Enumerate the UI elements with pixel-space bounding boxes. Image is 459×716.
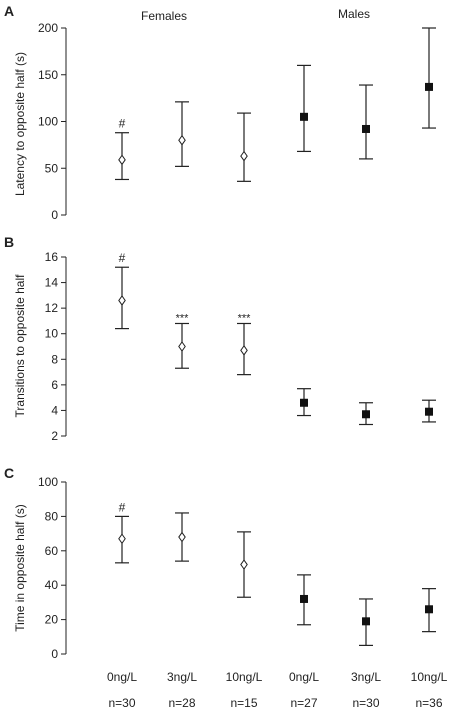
x-n-label: n=30 [108,696,135,710]
y-tick-label: 80 [45,509,59,523]
y-axis: Transitions to opposite half 2 4 6 8 10 12 14 1… [13,250,67,443]
x-axis-labels: 0ng/L n=30 3ng/L n=28 10ng/L n=15 0ng/L … [107,670,448,710]
data-point-female [178,341,186,352]
y-axis-label: Latency to opposite half (s) [13,52,27,196]
data-point-male [362,410,370,419]
data-point-male [362,124,370,133]
data-point-male [300,398,308,407]
y-tick-label: 14 [45,276,59,290]
data-point-female [240,559,248,570]
y-tick-label: 8 [51,352,58,366]
y-tick-label: 60 [45,544,59,558]
data-point-female [240,150,248,162]
y-tick-label: 0 [51,208,58,222]
significance-annotation: *** [238,312,252,324]
y-tick-label: 40 [45,578,59,592]
chart-panel-b: B Transitions to opposite half 2 4 6 8 10 12 1… [4,234,436,443]
x-n-label: n=30 [352,696,379,710]
y-tick-label: 6 [51,378,58,392]
panel-letter: A [4,3,14,19]
y-tick-label: 200 [38,21,58,35]
data-point-female [118,533,126,545]
y-tick-label: 20 [45,613,59,627]
y-tick-label: 100 [38,475,58,489]
data-point-female [178,531,186,543]
chart-panel-c: C Time in opposite half (s) 0 20 40 60 80 100… [4,465,436,661]
group-label-females: Females [141,9,187,23]
y-tick-label: 100 [38,115,58,129]
panel-letter: B [4,234,14,250]
data-point-female [178,134,186,146]
x-dose-label: 3ng/L [167,670,197,684]
x-dose-label: 10ng/L [411,670,448,684]
x-dose-label: 0ng/L [107,670,137,684]
chart-panel-a: A Latency to opposite half (s) 0 50 100 150… [4,3,436,222]
group-label-males: Males [338,7,370,21]
data-point-male [300,112,308,121]
data-point-male [300,594,308,603]
y-axis-label: Time in opposite half (s) [13,504,27,632]
significance-annotation: # [119,117,126,131]
y-tick-label: 150 [38,68,58,82]
y-tick-label: 2 [51,429,58,443]
data-point-male [362,617,370,626]
plot-area: # [115,500,436,647]
y-tick-label: 12 [45,301,59,315]
x-dose-label: 3ng/L [351,670,381,684]
y-tick-label: 0 [51,647,58,661]
x-n-label: n=36 [415,696,442,710]
data-point-male [425,82,433,91]
x-n-label: n=27 [290,696,317,710]
x-n-label: n=15 [230,696,257,710]
significance-annotation: # [119,500,126,514]
plot-area: # *** *** [115,251,436,426]
y-axis: Latency to opposite half (s) 0 50 100 150 20… [13,21,67,222]
significance-annotation: *** [176,312,190,324]
plot-area: # [115,27,436,182]
significance-annotation: # [119,251,126,265]
x-dose-label: 0ng/L [289,670,319,684]
y-tick-label: 50 [45,161,59,175]
data-point-female [118,154,126,166]
y-tick-label: 4 [51,403,58,417]
x-dose-label: 10ng/L [226,670,263,684]
data-point-female [240,344,248,356]
x-n-label: n=28 [168,696,195,710]
y-axis: Time in opposite half (s) 0 20 40 60 80 100 [13,475,67,661]
data-point-female [118,295,126,306]
y-tick-label: 16 [45,250,59,264]
data-point-male [425,605,433,614]
y-axis-label: Transitions to opposite half [13,274,27,418]
panel-letter: C [4,465,14,481]
y-tick-label: 10 [45,327,59,341]
data-point-male [425,407,433,416]
